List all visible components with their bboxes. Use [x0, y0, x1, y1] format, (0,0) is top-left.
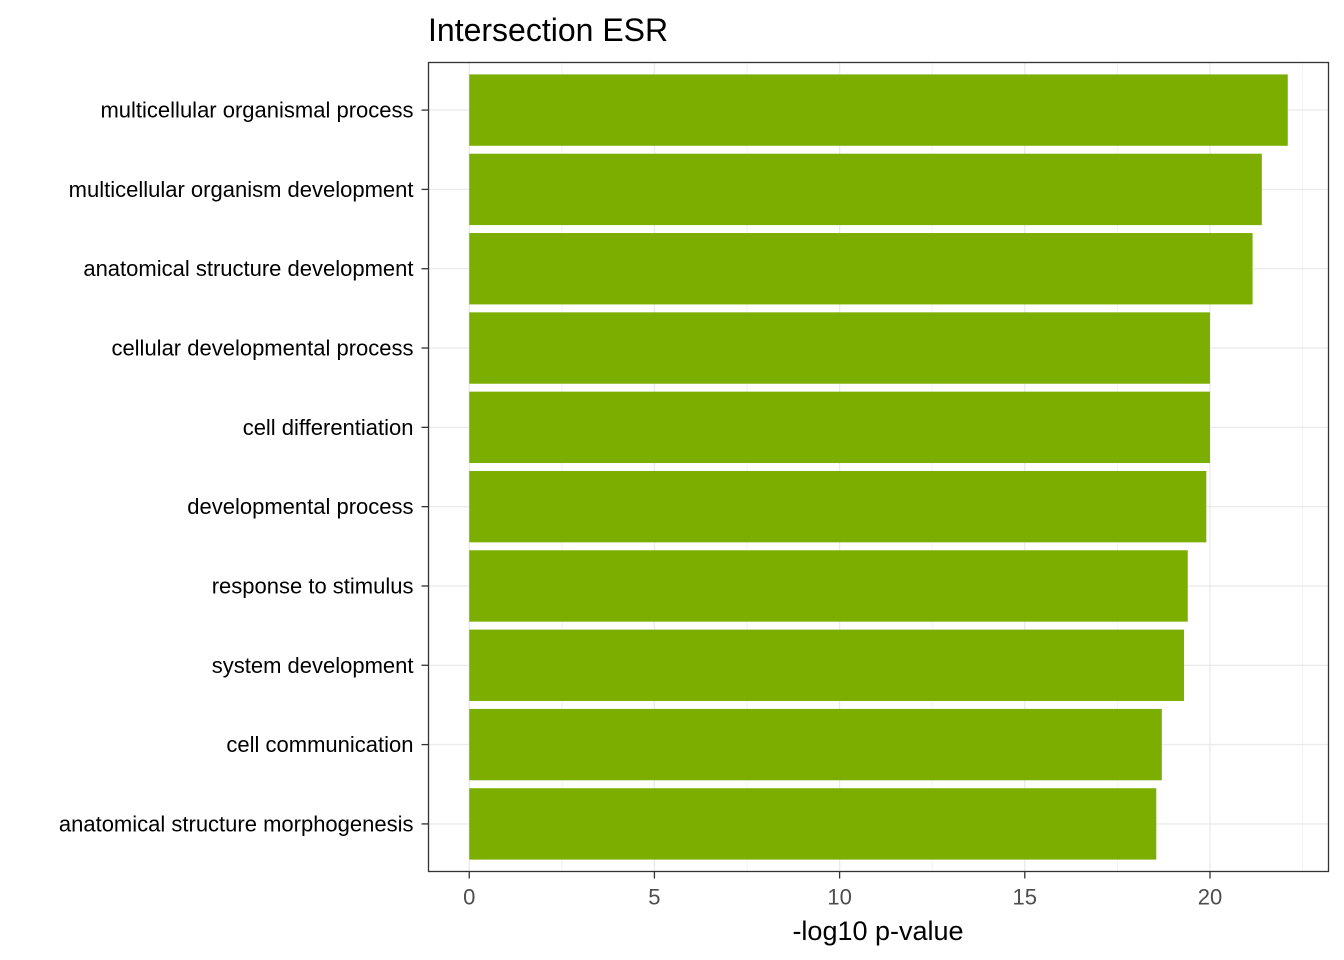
bar — [469, 153, 1262, 226]
y-tick-label: system development — [212, 653, 414, 678]
bar — [469, 74, 1288, 146]
bar — [469, 629, 1185, 701]
y-tick-label: cell communication — [226, 732, 413, 757]
y-tick-label: anatomical structure development — [83, 256, 413, 281]
x-axis: 0 5 10 15 20 — [463, 871, 1222, 910]
y-axis: multicellular organismal process multicel… — [59, 98, 429, 836]
y-tick-label: multicellular organism development — [69, 177, 414, 202]
y-tick-label: developmental process — [187, 494, 413, 519]
x-tick-label: 10 — [827, 885, 851, 910]
x-tick-label: 0 — [463, 885, 475, 910]
bar — [469, 470, 1207, 543]
chart-title: Intersection ESR — [428, 12, 668, 48]
y-tick-label: anatomical structure morphogenesis — [59, 811, 414, 836]
bar — [469, 708, 1162, 781]
x-tick-label: 20 — [1198, 885, 1222, 910]
bar — [469, 233, 1253, 305]
bar — [469, 550, 1188, 622]
y-tick-label: multicellular organismal process — [100, 98, 413, 123]
y-tick-label: response to stimulus — [212, 573, 414, 598]
x-axis-title: -log10 p-value — [792, 916, 963, 946]
y-tick-label: cell differentiation — [243, 415, 414, 440]
bar — [469, 788, 1157, 860]
x-tick-label: 5 — [648, 885, 660, 910]
bar — [469, 312, 1210, 384]
bar — [469, 391, 1210, 464]
panel-border — [427, 61, 1330, 873]
bars — [469, 74, 1288, 860]
y-tick-label: cellular developmental process — [111, 336, 413, 361]
x-tick-label: 15 — [1013, 885, 1037, 910]
